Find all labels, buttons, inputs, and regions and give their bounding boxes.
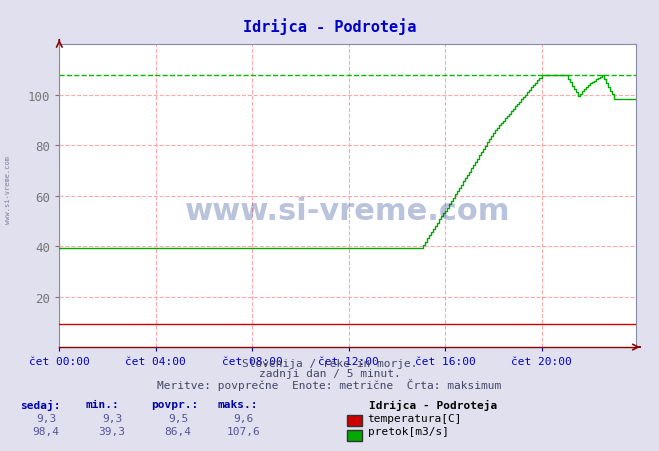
Text: maks.:: maks.: (217, 399, 258, 409)
Text: 39,3: 39,3 (99, 426, 125, 436)
Text: Slovenija / reke in morje.: Slovenija / reke in morje. (242, 359, 417, 368)
Text: min.:: min.: (86, 399, 119, 409)
Text: Idrijca - Podroteja: Idrijca - Podroteja (369, 399, 498, 410)
Text: 9,6: 9,6 (234, 413, 254, 423)
Text: 107,6: 107,6 (227, 426, 261, 436)
Text: temperatura[C]: temperatura[C] (368, 413, 462, 423)
Text: www.si-vreme.com: www.si-vreme.com (185, 197, 510, 226)
Text: Idrijca - Podroteja: Idrijca - Podroteja (243, 18, 416, 35)
Text: sedaj:: sedaj: (20, 399, 60, 410)
Text: 86,4: 86,4 (165, 426, 191, 436)
Text: 9,5: 9,5 (168, 413, 188, 423)
Text: zadnji dan / 5 minut.: zadnji dan / 5 minut. (258, 368, 401, 378)
Text: 98,4: 98,4 (33, 426, 59, 436)
Text: 9,3: 9,3 (102, 413, 122, 423)
Text: 9,3: 9,3 (36, 413, 56, 423)
Text: povpr.:: povpr.: (152, 399, 199, 409)
Text: www.si-vreme.com: www.si-vreme.com (5, 156, 11, 223)
Text: pretok[m3/s]: pretok[m3/s] (368, 426, 449, 436)
Text: Meritve: povprečne  Enote: metrične  Črta: maksimum: Meritve: povprečne Enote: metrične Črta:… (158, 378, 501, 391)
